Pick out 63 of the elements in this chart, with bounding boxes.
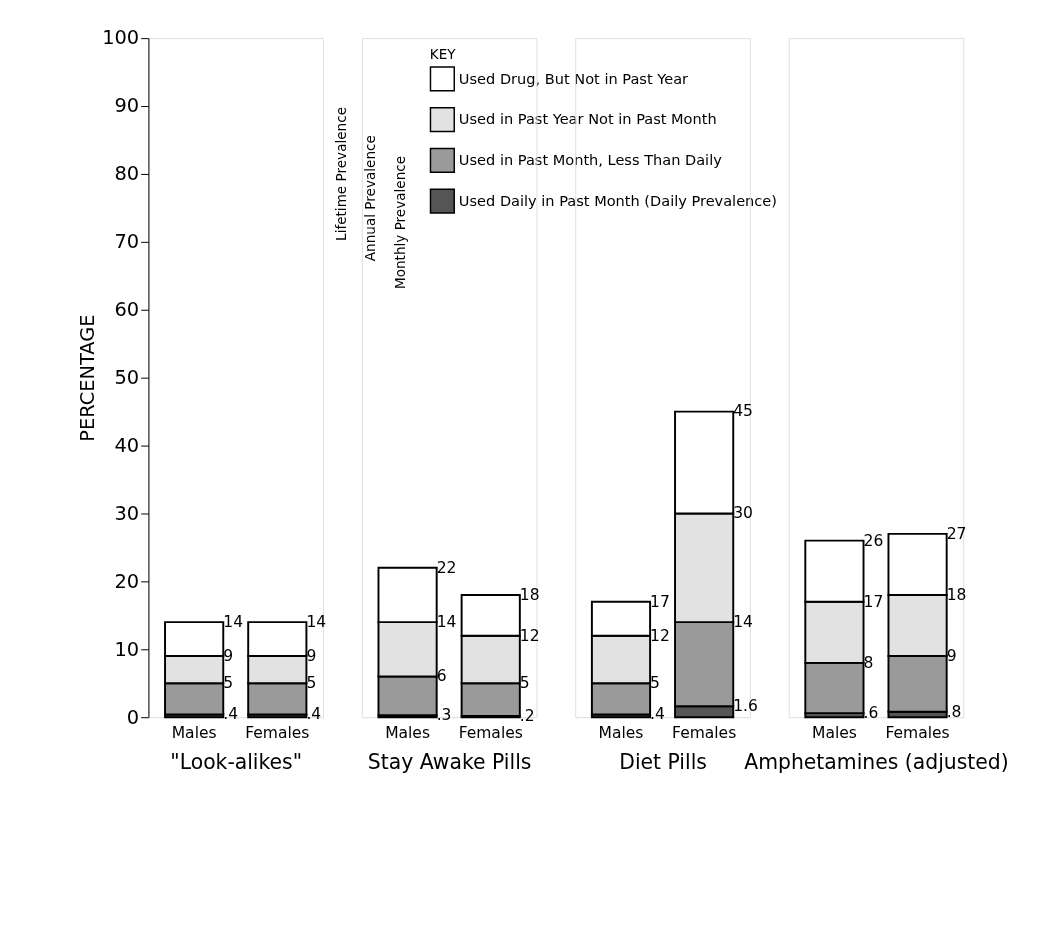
annotation: 1.6 (733, 697, 758, 716)
x-axis-title: "Look-alikes" (170, 750, 303, 775)
y-tick-label: 70 (114, 230, 140, 254)
x-tick-label: Females (672, 724, 737, 743)
annotation: 30 (733, 504, 753, 523)
annotation: 5 (306, 674, 317, 693)
y-tick-label: 10 (114, 637, 140, 661)
annotation: 18 (946, 585, 967, 604)
legend-label: Used Drug, But Not in Past Year (458, 69, 689, 87)
annotation: 27 (946, 524, 967, 543)
x-tick-label: Females (885, 724, 950, 743)
y-tick-label: 100 (102, 26, 140, 50)
annotation: .8 (946, 702, 962, 721)
annotation: .4 (306, 705, 322, 724)
annotation: 5 (223, 674, 234, 693)
x-axis-title: Amphetamines (adjusted) (744, 750, 1009, 775)
y-tick-label: 60 (114, 298, 140, 322)
annotation: 9 (306, 646, 317, 665)
annotation: .4 (650, 705, 665, 724)
annotation: 5 (519, 674, 530, 693)
y-tick-label: 50 (114, 365, 140, 389)
x-tick-label: Males (812, 724, 857, 743)
legend-label: Used in Past Month, Less Than Daily (458, 151, 723, 169)
annotation: 5 (650, 674, 660, 693)
y-tick-label: 80 (114, 162, 140, 186)
annotation: 17 (863, 592, 884, 611)
annotation: 8 (863, 653, 874, 672)
annotation: 6 (436, 667, 447, 686)
y-tick-label: 0 (126, 705, 140, 729)
annotation: Annual Prevalence (362, 135, 379, 262)
annotation: .6 (863, 703, 879, 722)
annotation: 22 (436, 558, 457, 577)
x-axis-title: Stay Awake Pills (367, 750, 532, 775)
annotation: 14 (306, 612, 327, 631)
y-tick-label: 20 (114, 569, 140, 593)
legend-title: KEY (429, 45, 457, 62)
x-tick-label: Males (171, 724, 217, 743)
x-axis-title: Diet Pills (619, 750, 707, 775)
legend-label: Used Daily in Past Month (Daily Prevalence) (458, 191, 777, 209)
annotation: 14 (223, 612, 244, 631)
x-tick-label: Males (598, 724, 644, 743)
annotation: 12 (650, 626, 670, 645)
annotation: .2 (519, 706, 535, 725)
annotation: 14 (436, 612, 457, 631)
y-tick-label: 40 (114, 433, 140, 457)
annotation: 18 (519, 585, 540, 604)
y-axis-title: PERCENTAGE (76, 314, 100, 442)
annotation: Monthly Prevalence (391, 155, 408, 290)
annotation: .4 (223, 705, 239, 724)
y-tick-label: 90 (114, 94, 140, 118)
legend-label: Used in Past Year Not in Past Month (458, 110, 717, 128)
annotation: 26 (863, 531, 884, 550)
x-tick-label: Females (245, 724, 310, 743)
annotation: 14 (733, 612, 753, 631)
annotation: 12 (519, 626, 540, 645)
annotation: .3 (436, 706, 452, 725)
x-tick-label: Males (385, 724, 430, 743)
text: Lifetime Prevalence (333, 106, 350, 241)
annotation: 17 (650, 592, 670, 611)
y-tick-label: 30 (114, 501, 140, 525)
annotation: 45 (733, 402, 753, 421)
annotation: 9 (223, 646, 234, 665)
x-tick-label: Females (458, 724, 523, 743)
